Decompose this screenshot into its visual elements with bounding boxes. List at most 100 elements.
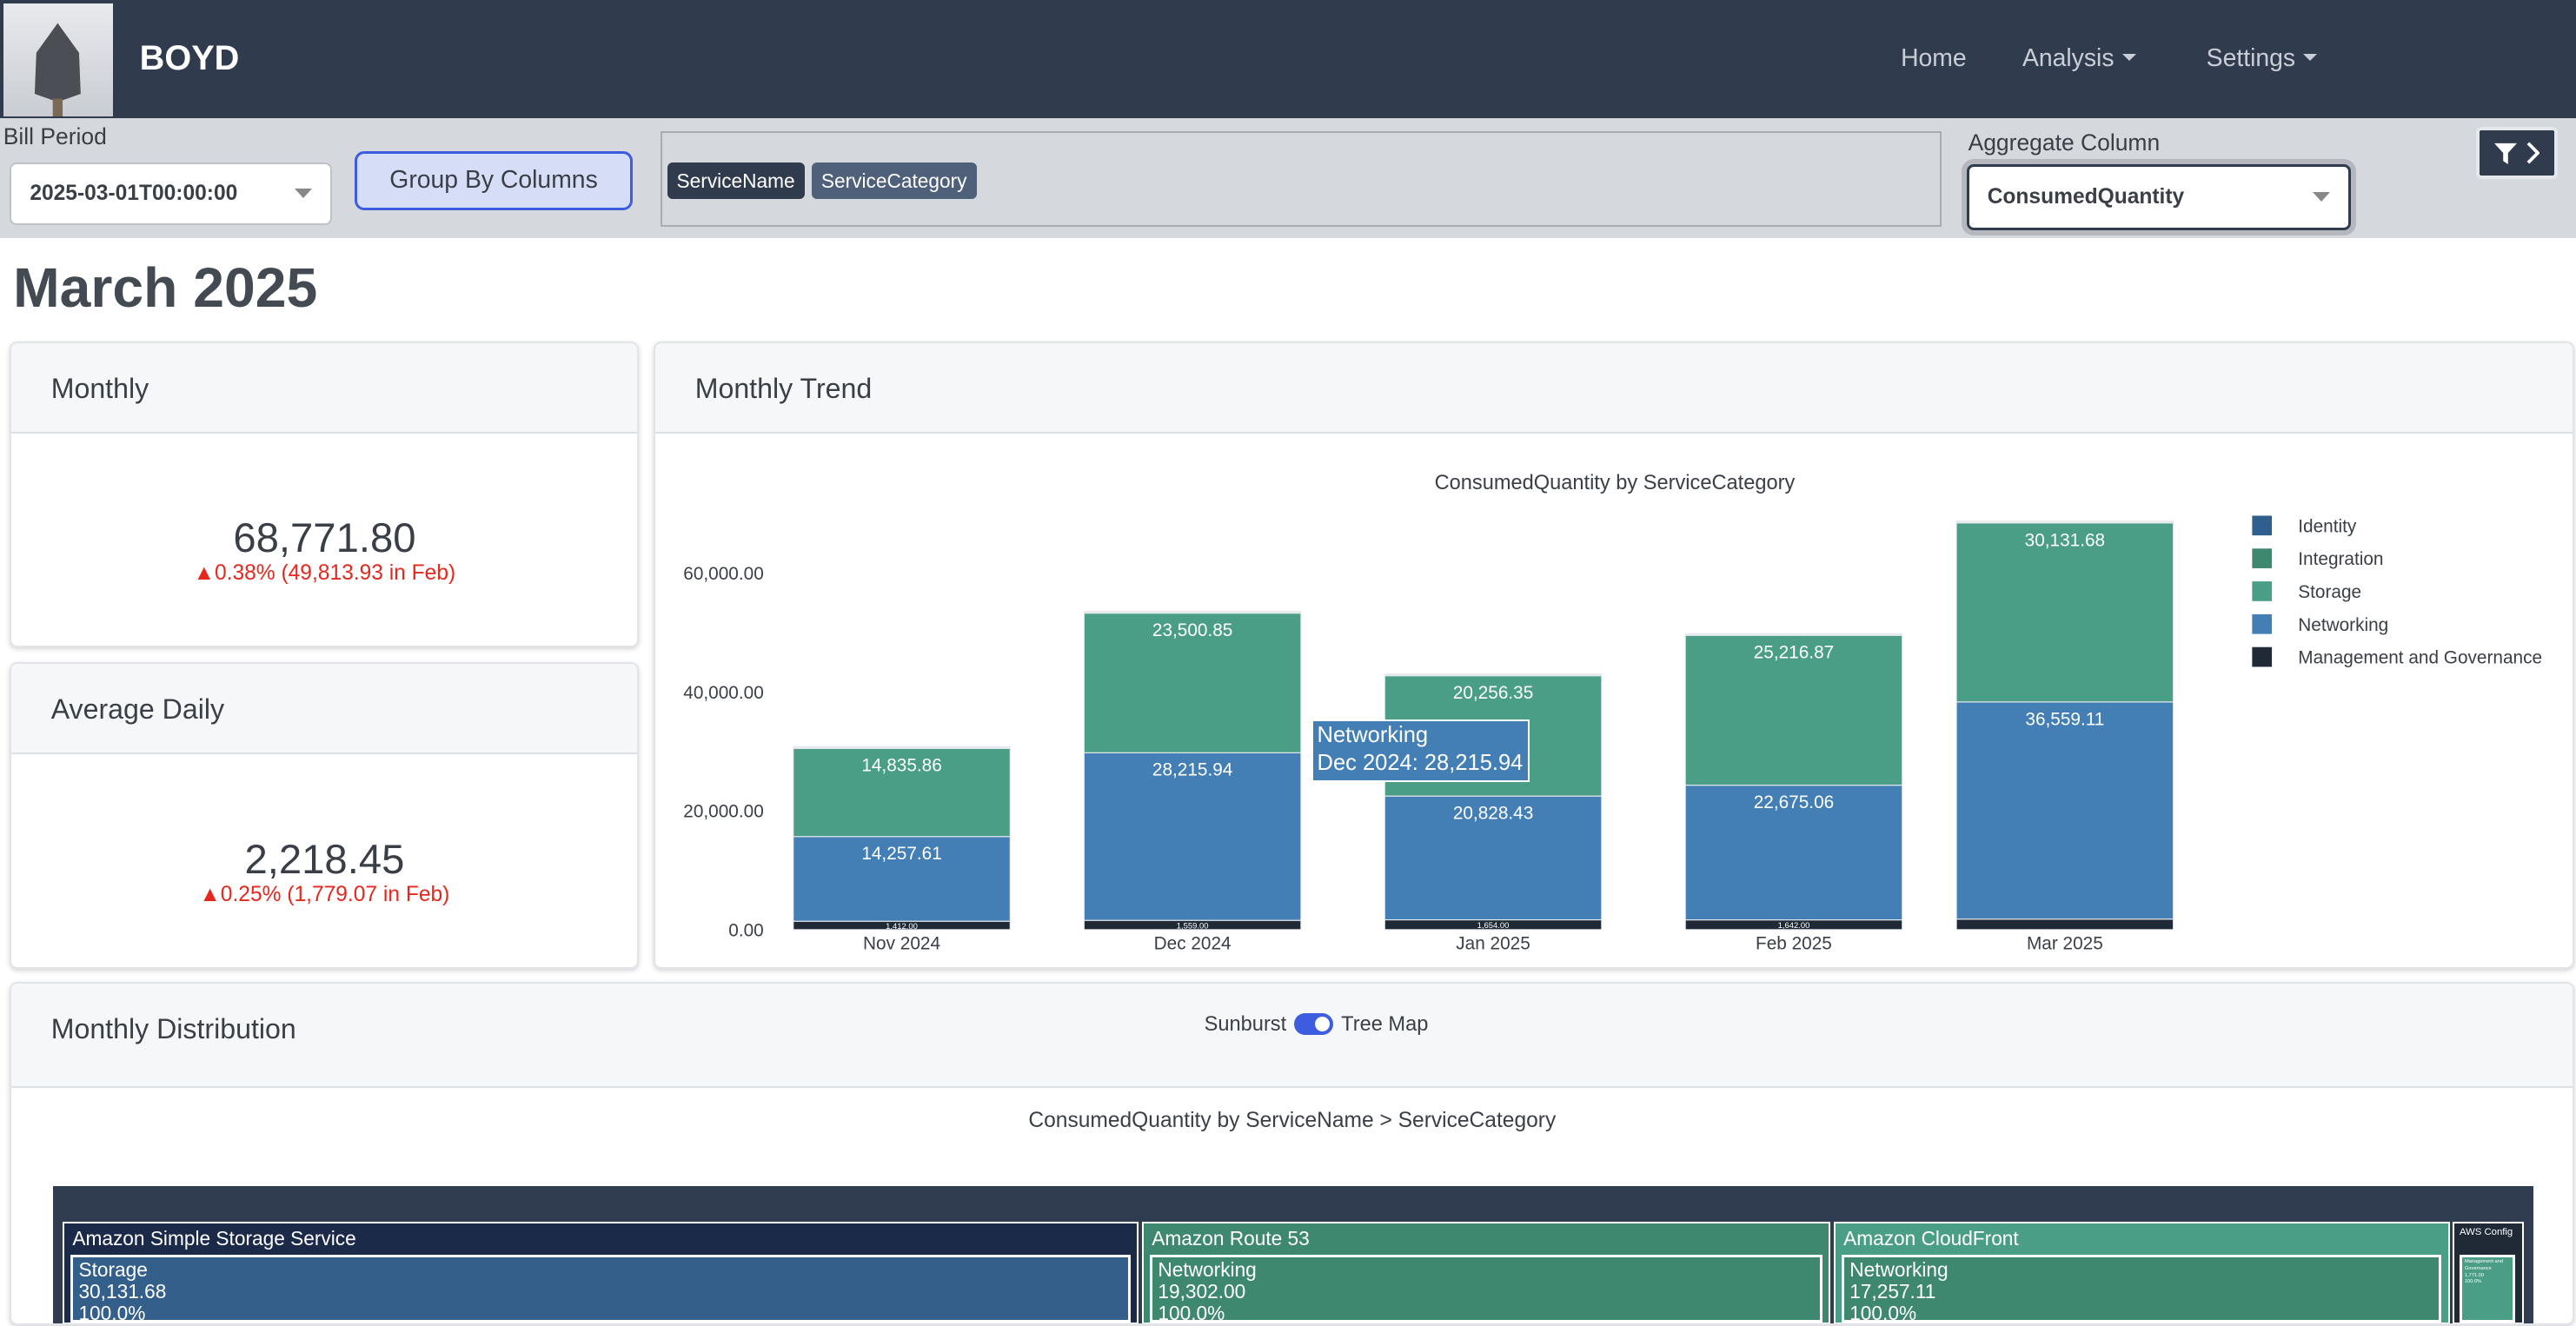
aggregate-column-value: ConsumedQuantity bbox=[1987, 184, 2185, 209]
bar-segment bbox=[1084, 752, 1302, 921]
legend-swatch bbox=[2252, 581, 2273, 601]
monthly-card-title: Monthly bbox=[50, 373, 149, 405]
data-label: 30,131.68 bbox=[2025, 530, 2105, 550]
bill-period-select[interactable]: 2025-03-01T00:00:00 bbox=[10, 162, 332, 225]
chevron-down-icon bbox=[294, 189, 312, 199]
chip-servicename[interactable]: ServiceName bbox=[667, 162, 805, 199]
legend-label: Storage bbox=[2299, 582, 2362, 602]
data-label: 20,256.35 bbox=[1453, 683, 1533, 703]
chart-tooltip: Networking Dec 2024: 28,215.94 bbox=[1311, 719, 1530, 782]
treemap-leaf-text: 17,257.11 bbox=[1849, 1279, 1936, 1303]
bar-segment bbox=[1955, 701, 2174, 920]
bar-segment bbox=[1384, 673, 1603, 676]
x-tick-label: Dec 2024 bbox=[1154, 934, 1232, 954]
monthly-trend-card: Monthly Trend ConsumedQuantity by Servic… bbox=[654, 341, 2575, 970]
y-tick-label: 0.00 bbox=[729, 921, 764, 941]
bar-segment bbox=[793, 747, 1012, 838]
treemap-leaf[interactable]: Networking 19,302.00 100.0% bbox=[1150, 1255, 1822, 1323]
bar-segment bbox=[1684, 634, 1903, 786]
bar-segment bbox=[793, 836, 1012, 922]
filter-icon bbox=[2493, 143, 2517, 164]
bar-segment bbox=[1084, 613, 1302, 754]
nav-settings-dropdown[interactable]: Settings bbox=[2207, 44, 2317, 73]
treemap-leaf[interactable]: Networking 17,257.11 100.0% bbox=[1842, 1255, 2442, 1324]
treemap-node[interactable]: Amazon Simple Storage Service Storage 30,1… bbox=[62, 1222, 1139, 1324]
data-label: 1,559.00 bbox=[1177, 921, 1209, 931]
chart-type-toggle[interactable]: Sunburst Tree Map bbox=[1204, 1013, 1429, 1037]
treemap-leaf-text: 30,131.68 bbox=[78, 1279, 167, 1303]
bill-period-value: 2025-03-01T00:00:00 bbox=[30, 182, 238, 206]
page-title: March 2025 bbox=[13, 255, 318, 319]
data-label: 1,642.00 bbox=[1778, 921, 1810, 931]
treemap-node[interactable]: Amazon Route 53 Networking 19,302.00 100.0% bbox=[1141, 1222, 1830, 1324]
legend-swatch bbox=[2252, 646, 2273, 667]
bar-segment bbox=[1955, 522, 2174, 703]
data-label: 1,412.00 bbox=[886, 922, 918, 932]
bar-segment bbox=[1684, 785, 1903, 921]
treemap-leaf-text: Networking bbox=[1849, 1258, 1949, 1282]
nav-home-link[interactable]: Home bbox=[1901, 44, 1967, 73]
legend-swatch bbox=[2252, 515, 2273, 536]
toggle-switch[interactable] bbox=[1294, 1013, 1334, 1036]
data-label: 14,835.86 bbox=[862, 756, 942, 776]
chevron-down-icon bbox=[2313, 191, 2331, 202]
treemap-leaf-text: Management and Governance bbox=[2464, 1259, 2503, 1271]
treemap-node-label: AWS Config bbox=[2459, 1227, 2513, 1238]
monthly-distribution-title: Monthly Distribution bbox=[50, 1013, 296, 1045]
x-tick-label: Feb 2025 bbox=[1756, 934, 1832, 954]
average-daily-card: Average Daily 2,218.45 ▲0.25% (1,779.07 … bbox=[10, 661, 640, 970]
brand-name[interactable]: BOYD bbox=[139, 39, 240, 78]
group-by-chip-area[interactable]: ServiceName ServiceCategory bbox=[660, 131, 1942, 227]
legend-label: Networking bbox=[2299, 615, 2389, 635]
treemap-leaf-text: 19,302.00 bbox=[1158, 1279, 1246, 1303]
y-tick-label: 20,000.00 bbox=[684, 802, 764, 822]
average-daily-value: 2,218.45 bbox=[244, 837, 405, 884]
toggle-sunburst-label: Sunburst bbox=[1204, 1013, 1287, 1037]
nav-analysis-dropdown[interactable]: Analysis bbox=[2022, 44, 2136, 73]
treemap-leaf[interactable]: Storage 30,131.68 100.0% bbox=[70, 1255, 1131, 1324]
treemap-node-label: Amazon CloudFront bbox=[1843, 1227, 2019, 1250]
bar-segment bbox=[1084, 611, 1302, 613]
legend-label: Management and Governance bbox=[2299, 648, 2543, 668]
toggle-treemap-label: Tree Map bbox=[1341, 1013, 1429, 1037]
treemap-leaf-text: Networking bbox=[1158, 1258, 1257, 1282]
data-label: 22,675.06 bbox=[1754, 792, 1834, 812]
data-label: 1,654.00 bbox=[1477, 921, 1510, 931]
bar-segment bbox=[1684, 633, 1903, 635]
chip-servicecategory[interactable]: ServiceCategory bbox=[811, 162, 977, 199]
legend-label: Integration bbox=[2299, 549, 2384, 569]
data-label: 23,500.85 bbox=[1152, 620, 1232, 640]
filter-panel-toggle-button[interactable] bbox=[2475, 126, 2559, 180]
treemap: Amazon Simple Storage Service Storage 30,1… bbox=[52, 1185, 2533, 1324]
y-tick-label: 40,000.00 bbox=[684, 683, 764, 703]
nav-analysis-label: Analysis bbox=[2022, 44, 2115, 73]
legend-swatch bbox=[2252, 548, 2273, 569]
monthly-trend-title: Monthly Trend bbox=[694, 373, 873, 405]
tooltip-series: Networking bbox=[1317, 723, 1429, 748]
tooltip-text: Dec 2024: 28,215.94 bbox=[1317, 751, 1524, 776]
treemap-leaf-text: Storage bbox=[78, 1258, 148, 1282]
bar-segment bbox=[793, 746, 1012, 748]
treemap-node-label: Amazon Simple Storage Service bbox=[72, 1227, 356, 1250]
logo-shovel-image[interactable] bbox=[3, 3, 114, 117]
treemap-leaf-text: 1,771.00 bbox=[2464, 1272, 2484, 1278]
data-label: 20,828.43 bbox=[1453, 804, 1533, 824]
aggregate-column-label: Aggregate Column bbox=[1968, 129, 2161, 156]
monthly-card: Monthly 68,771.80 ▲0.38% (49,813.93 in F… bbox=[10, 341, 640, 647]
aggregate-column-select[interactable]: ConsumedQuantity bbox=[1966, 164, 2352, 230]
treemap-node[interactable]: Amazon CloudFront Networking 17,257.11 100.… bbox=[1833, 1222, 2450, 1324]
chevron-right-icon bbox=[2526, 142, 2539, 164]
bar-segment bbox=[1955, 918, 2174, 931]
x-tick-label: Nov 2024 bbox=[863, 934, 940, 954]
average-daily-delta: ▲0.25% (1,779.07 in Feb) bbox=[199, 883, 450, 907]
treemap-leaf-text: 100.0% bbox=[1849, 1301, 1917, 1324]
data-label: 14,257.61 bbox=[862, 844, 942, 864]
treemap-leaf[interactable]: Management and Governance 1,771.00 100.0% bbox=[2459, 1255, 2516, 1323]
treemap-node[interactable]: AWS Config Management and Governance 1,771… bbox=[2453, 1222, 2524, 1324]
data-label: 36,559.11 bbox=[2026, 709, 2105, 729]
treemap-leaf-text: 100.0% bbox=[78, 1301, 146, 1324]
y-tick-label: 60,000.00 bbox=[684, 564, 764, 584]
group-by-columns-button[interactable]: Group By Columns bbox=[355, 150, 633, 210]
bar-segment bbox=[1955, 520, 2174, 523]
x-tick-label: Mar 2025 bbox=[2027, 934, 2103, 954]
